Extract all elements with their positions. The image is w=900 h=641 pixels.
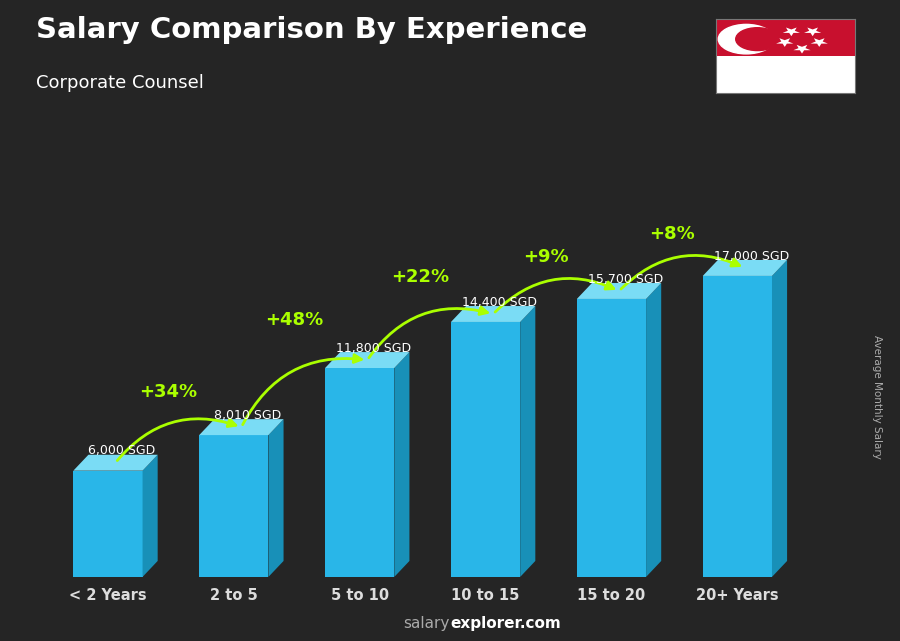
Polygon shape bbox=[73, 454, 158, 470]
Text: 11,800 SGD: 11,800 SGD bbox=[336, 342, 411, 354]
Text: explorer.com: explorer.com bbox=[450, 617, 561, 631]
Polygon shape bbox=[703, 276, 772, 577]
Polygon shape bbox=[268, 419, 284, 577]
Text: Average Monthly Salary: Average Monthly Salary bbox=[872, 335, 883, 460]
Text: 6,000 SGD: 6,000 SGD bbox=[88, 444, 156, 458]
Text: salary: salary bbox=[403, 617, 450, 631]
Polygon shape bbox=[451, 322, 520, 577]
Text: Salary Comparison By Experience: Salary Comparison By Experience bbox=[36, 16, 587, 44]
Text: +8%: +8% bbox=[649, 225, 695, 244]
Bar bbox=[716, 19, 855, 56]
Polygon shape bbox=[451, 306, 536, 322]
Polygon shape bbox=[199, 435, 268, 577]
Text: 8,010 SGD: 8,010 SGD bbox=[214, 409, 282, 422]
Polygon shape bbox=[577, 283, 662, 299]
Polygon shape bbox=[520, 306, 536, 577]
Polygon shape bbox=[199, 419, 284, 435]
Polygon shape bbox=[811, 38, 828, 47]
Text: +22%: +22% bbox=[392, 268, 449, 286]
Polygon shape bbox=[794, 45, 811, 53]
Polygon shape bbox=[783, 28, 800, 36]
Polygon shape bbox=[577, 299, 646, 577]
Polygon shape bbox=[325, 368, 394, 577]
Polygon shape bbox=[804, 28, 822, 36]
Polygon shape bbox=[646, 283, 662, 577]
Text: +34%: +34% bbox=[140, 383, 197, 401]
Polygon shape bbox=[776, 38, 794, 47]
Text: +9%: +9% bbox=[523, 248, 569, 266]
Polygon shape bbox=[73, 470, 142, 577]
Circle shape bbox=[718, 24, 774, 54]
Text: +48%: +48% bbox=[266, 311, 323, 329]
Text: 17,000 SGD: 17,000 SGD bbox=[714, 249, 788, 263]
Polygon shape bbox=[325, 352, 410, 368]
Polygon shape bbox=[142, 454, 157, 577]
Polygon shape bbox=[772, 260, 788, 577]
Circle shape bbox=[735, 28, 779, 51]
Polygon shape bbox=[394, 352, 410, 577]
Text: 15,700 SGD: 15,700 SGD bbox=[588, 272, 663, 286]
Text: Corporate Counsel: Corporate Counsel bbox=[36, 74, 204, 92]
Polygon shape bbox=[703, 260, 788, 276]
Text: 14,400 SGD: 14,400 SGD bbox=[462, 296, 537, 309]
